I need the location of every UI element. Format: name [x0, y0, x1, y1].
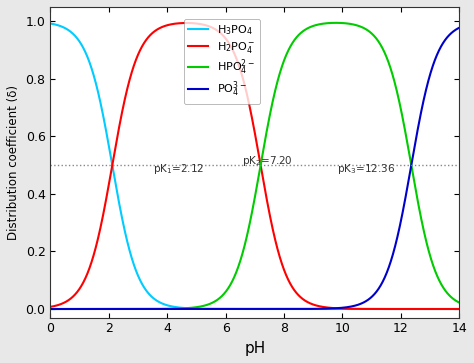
H$_2$PO$_4^-$ — [370, 307, 375, 311]
PO$_4^{3-}$ — [444, 35, 450, 40]
Text: pK$_2$=7.20: pK$_2$=7.20 — [242, 154, 292, 168]
H$_3$PO$_4$ — [236, 307, 241, 311]
H$_3$PO$_4$ — [369, 307, 375, 311]
HPO$_4^{2-}$ — [246, 224, 252, 228]
HPO$_4^{2-}$ — [370, 32, 375, 36]
PO$_4^{3-}$ — [236, 307, 241, 311]
HPO$_4^{2-}$ — [68, 307, 74, 311]
Text: pK$_3$=12.36: pK$_3$=12.36 — [337, 163, 395, 176]
H$_2$PO$_4^-$ — [68, 296, 74, 300]
Text: pK$_1$=2.12: pK$_1$=2.12 — [153, 163, 204, 176]
HPO$_4^{2-}$ — [333, 21, 339, 25]
H$_2$PO$_4^-$ — [183, 21, 189, 25]
H$_3$PO$_4$ — [445, 307, 450, 311]
PO$_4^{3-}$ — [246, 307, 252, 311]
X-axis label: pH: pH — [244, 341, 265, 356]
HPO$_4^{2-}$ — [47, 307, 53, 311]
H$_3$PO$_4$ — [47, 21, 53, 26]
HPO$_4^{2-}$ — [236, 265, 241, 269]
HPO$_4^{2-}$ — [456, 301, 462, 305]
H$_2$PO$_4^-$ — [47, 305, 53, 309]
H$_3$PO$_4$ — [246, 307, 252, 311]
PO$_4^{3-}$ — [369, 294, 375, 298]
Line: H$_3$PO$_4$: H$_3$PO$_4$ — [50, 24, 459, 309]
H$_3$PO$_4$ — [444, 307, 450, 311]
PO$_4^{3-}$ — [68, 307, 74, 311]
Line: HPO$_4^{2-}$: HPO$_4^{2-}$ — [50, 23, 459, 309]
H$_2$PO$_4^-$ — [445, 307, 450, 311]
HPO$_4^{2-}$ — [445, 291, 450, 295]
H$_2$PO$_4^-$ — [236, 62, 241, 66]
Legend: H$_3$PO$_4$, H$_2$PO$_4^-$, HPO$_4^{2-}$, PO$_4^{3-}$: H$_3$PO$_4$, H$_2$PO$_4^-$, HPO$_4^{2-}$… — [184, 19, 260, 104]
PO$_4^{3-}$ — [456, 26, 462, 30]
HPO$_4^{2-}$ — [445, 291, 450, 295]
PO$_4^{3-}$ — [445, 35, 450, 39]
Y-axis label: Distribution coefficient (δ): Distribution coefficient (δ) — [7, 85, 20, 240]
H$_3$PO$_4$ — [68, 30, 74, 34]
Line: PO$_4^{3-}$: PO$_4^{3-}$ — [50, 28, 459, 309]
H$_2$PO$_4^-$ — [246, 103, 252, 107]
H$_3$PO$_4$ — [456, 307, 462, 311]
H$_2$PO$_4^-$ — [456, 307, 462, 311]
Line: H$_2$PO$_4^-$: H$_2$PO$_4^-$ — [50, 23, 459, 309]
H$_2$PO$_4^-$ — [445, 307, 450, 311]
PO$_4^{3-}$ — [47, 307, 53, 311]
